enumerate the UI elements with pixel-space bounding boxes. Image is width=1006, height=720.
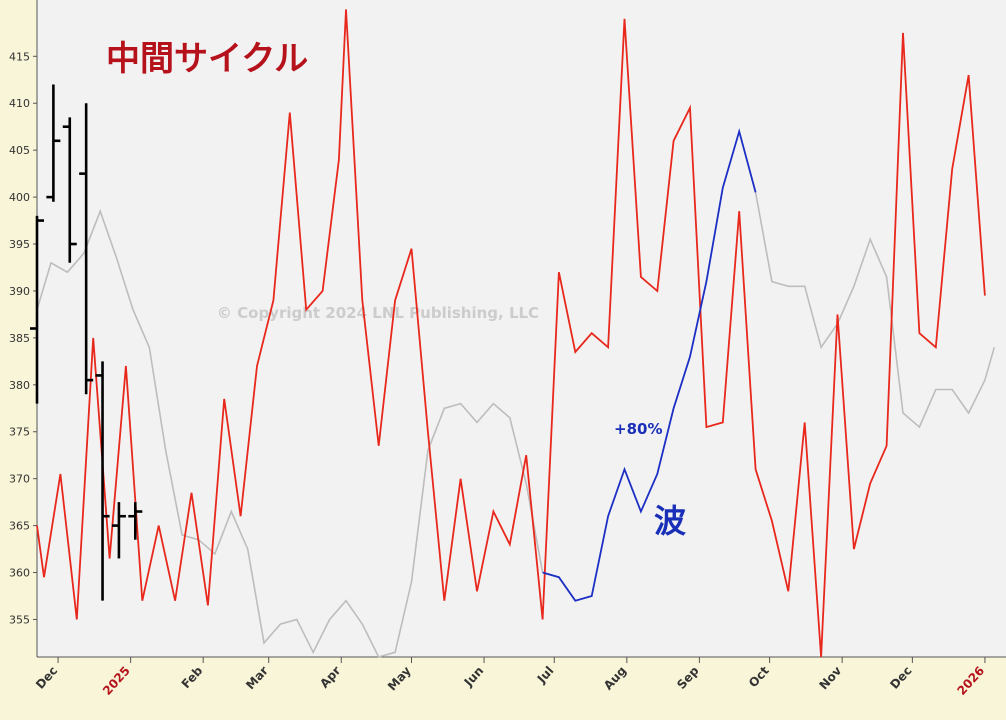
y-tick-label: 390 [9,285,30,298]
y-tick-label: 400 [9,191,30,204]
annotation-80-percent: +80% [614,420,662,438]
y-tick-label: 360 [9,567,30,580]
series-layer [36,9,996,658]
y-axis-ticks: 355 360 365 370 375 380 385 390 395 400 405 410 415 [9,50,37,626]
ohlc-bar [62,117,77,263]
ohlc-bar [128,502,143,540]
ohlc-bar [46,84,61,202]
series-gray-line [36,208,544,658]
y-tick-label: 355 [9,613,30,626]
y-tick-label: 375 [9,426,30,439]
series-gray2-line [754,192,996,429]
ohlc-bar [111,502,126,559]
chart-title: 中間サイクル [106,39,308,79]
ohlc-bar [79,103,94,395]
series-blue-line [542,128,757,602]
plot-area [37,0,1006,657]
ohlc-bars [30,84,143,601]
watermark: © Copyright 2024 LNL Publishing, LLC [217,304,539,322]
ohlc-bar [95,361,110,601]
annotation-wave: 波 [654,502,686,540]
y-tick-label: 385 [9,332,30,345]
y-tick-label: 395 [9,238,30,251]
y-tick-label: 370 [9,473,30,486]
y-tick-label: 365 [9,520,30,533]
y-tick-label: 405 [9,144,30,157]
series-red-line [36,9,986,658]
y-tick-label: 380 [9,379,30,392]
y-tick-label: 410 [9,97,30,110]
ohlc-bar [30,215,44,404]
y-tick-label: 415 [9,50,30,63]
